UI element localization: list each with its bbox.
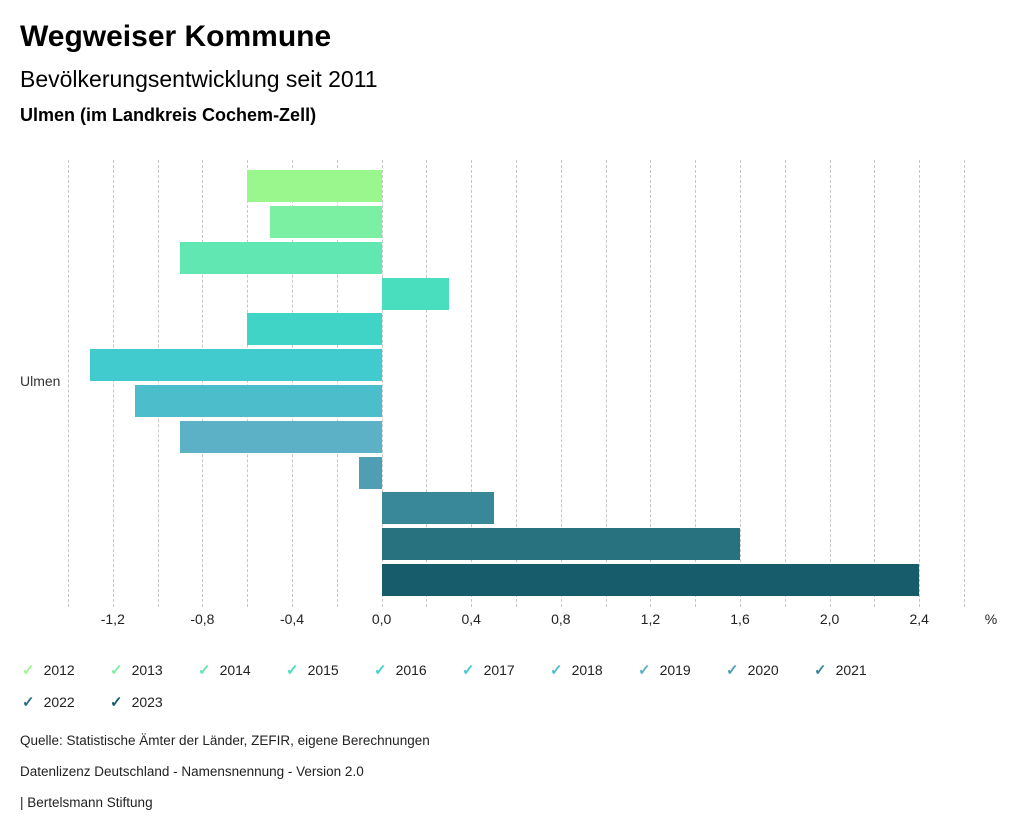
- bar-2012[interactable]: [247, 170, 382, 202]
- gridline: [874, 160, 876, 607]
- legend-item-2013[interactable]: ✓ 2013: [110, 662, 198, 678]
- bar-2014[interactable]: [180, 241, 382, 274]
- check-icon: ✓: [814, 661, 827, 679]
- x-tick-label: 1,2: [640, 611, 661, 627]
- x-tick-label: 0,0: [371, 611, 392, 627]
- x-tick-label: -1,2: [100, 611, 125, 627]
- legend-year-label: 2020: [747, 662, 779, 678]
- x-tick-label: -0,8: [190, 611, 215, 627]
- bar-2023[interactable]: [381, 564, 920, 596]
- x-axis: -1,2 -0,8 -0,4 0,0 0,4 0,8 1,2 1,6 2,0 2,4%: [68, 611, 1024, 631]
- legend-item-2020[interactable]: ✓ 2020: [726, 662, 814, 678]
- check-icon: ✓: [198, 661, 211, 679]
- x-tick-label: 1,6: [730, 611, 750, 627]
- x-tick-label: 2,0: [819, 611, 840, 627]
- legend-year-label: 2016: [395, 662, 427, 678]
- attribution-note: | Bertelsmann Stiftung: [20, 795, 153, 810]
- legend-year-label: 2023: [131, 694, 163, 710]
- gridline: [336, 160, 338, 607]
- x-tick-label: 2,4: [909, 611, 929, 627]
- legend-year-label: 2022: [43, 694, 75, 710]
- bar-2022[interactable]: [381, 528, 740, 561]
- check-icon: ✓: [462, 661, 475, 679]
- gridline: [247, 160, 249, 607]
- legend-item-2021[interactable]: ✓ 2021: [814, 662, 902, 678]
- x-tick-label: 0,4: [461, 611, 481, 627]
- gridline: [202, 160, 204, 607]
- gridline: [784, 160, 786, 607]
- legend-item-2014[interactable]: ✓ 2014: [198, 662, 286, 678]
- bar-2016[interactable]: [247, 313, 382, 346]
- legend-item-2012[interactable]: ✓ 2012: [22, 662, 110, 678]
- gridline: [381, 160, 383, 607]
- legend-row: ✓ 2012 ✓ 2013 ✓ 2014 ✓ 2015 ✓ 2016 ✓ 2017 ✓ 2018 ✓ 2019…: [22, 654, 1002, 686]
- gridline: [740, 160, 741, 607]
- gridline: [157, 160, 159, 607]
- legend-year-label: 2013: [131, 662, 163, 678]
- region-title: Ulmen (im Landkreis Cochem-Zell): [20, 105, 317, 125]
- check-icon: ✓: [550, 661, 563, 679]
- legend-row: ✓ 2022 ✓ 2023: [22, 686, 1002, 718]
- check-icon: ✓: [726, 661, 739, 679]
- bar-2019[interactable]: [180, 420, 382, 453]
- check-icon: ✓: [286, 661, 299, 679]
- legend-item-2019[interactable]: ✓ 2019: [638, 662, 726, 678]
- check-icon: ✓: [22, 661, 35, 679]
- gridline: [650, 160, 652, 607]
- gridline: [426, 160, 428, 607]
- legend-item-2015[interactable]: ✓ 2015: [286, 662, 374, 678]
- legend-year-label: 2012: [43, 662, 75, 678]
- bar-2015[interactable]: [381, 277, 449, 310]
- gridline: [292, 160, 293, 607]
- x-axis-unit-label: %: [984, 611, 998, 627]
- legend-year-label: 2014: [219, 662, 251, 678]
- legend-item-2023[interactable]: ✓ 2023: [110, 694, 198, 710]
- chart-subtitle: Bevölkerungsentwicklung seit 2011: [20, 66, 378, 92]
- license-note: Datenlizenz Deutschland - Namensnennung …: [20, 764, 364, 779]
- bar-2017[interactable]: [90, 349, 382, 382]
- legend-item-2022[interactable]: ✓ 2022: [22, 694, 110, 710]
- legend-item-2018[interactable]: ✓ 2018: [550, 662, 638, 678]
- page-title: Wegweiser Kommune: [20, 20, 332, 53]
- y-axis-group-label: Ulmen: [20, 373, 61, 389]
- gridline: [68, 160, 69, 607]
- legend-year-label: 2017: [483, 662, 515, 678]
- legend: ✓ 2012 ✓ 2013 ✓ 2014 ✓ 2015 ✓ 2016 ✓ 2017 ✓ 2018 ✓ 2019…: [22, 654, 1002, 718]
- gridline: [919, 160, 921, 607]
- check-icon: ✓: [110, 661, 123, 679]
- source-note: Quelle: Statistische Ämter der Länder, Z…: [20, 733, 430, 748]
- gridline: [516, 160, 517, 607]
- gridline: [964, 160, 965, 607]
- bar-2020[interactable]: [359, 456, 382, 489]
- legend-year-label: 2019: [659, 662, 691, 678]
- check-icon: ✓: [22, 693, 35, 711]
- x-tick-label: 0,8: [551, 611, 571, 627]
- check-icon: ✓: [110, 693, 123, 711]
- gridline: [560, 160, 562, 607]
- gridline: [695, 160, 697, 607]
- bar-2013[interactable]: [269, 205, 382, 238]
- legend-year-label: 2015: [307, 662, 339, 678]
- bar-2021[interactable]: [381, 492, 494, 525]
- check-icon: ✓: [374, 661, 387, 679]
- gridline: [829, 160, 831, 607]
- legend-year-label: 2021: [835, 662, 867, 678]
- gridline: [605, 160, 607, 607]
- legend-item-2017[interactable]: ✓ 2017: [462, 662, 550, 678]
- plot-area: [68, 160, 965, 607]
- x-tick-label: -0,4: [279, 611, 305, 627]
- gridline: [112, 160, 114, 607]
- gridline: [471, 160, 473, 607]
- check-icon: ✓: [638, 661, 651, 679]
- bar-2018[interactable]: [135, 384, 382, 417]
- legend-item-2016[interactable]: ✓ 2016: [374, 662, 462, 678]
- legend-year-label: 2018: [571, 662, 603, 678]
